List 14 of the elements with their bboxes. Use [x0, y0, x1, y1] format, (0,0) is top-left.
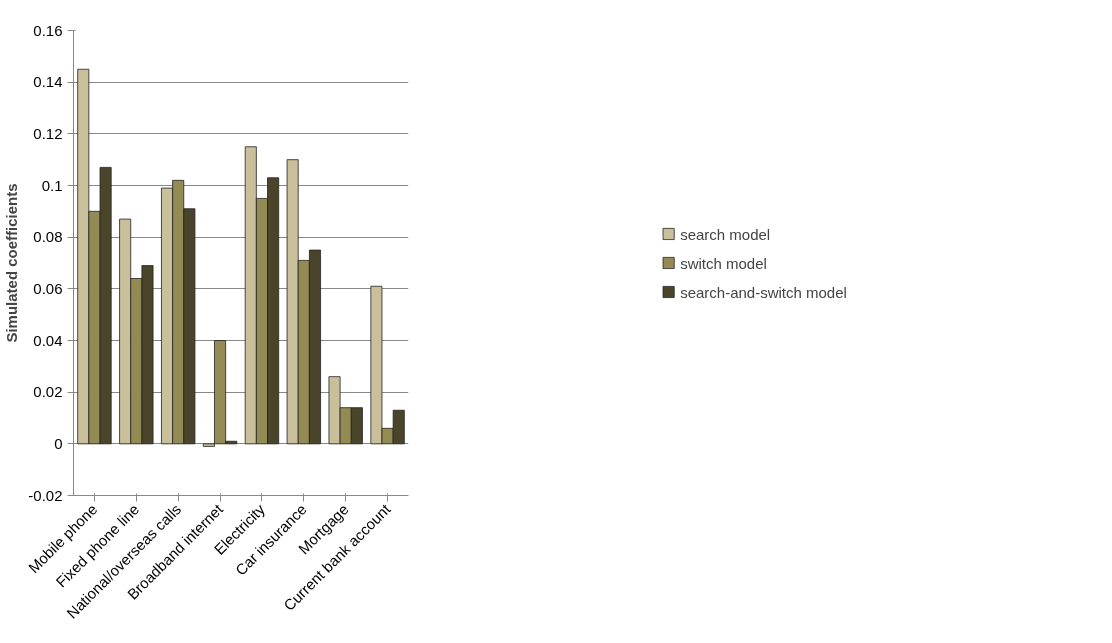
legend-label: search-and-switch model: [680, 283, 847, 300]
y-tick-label: 0.02: [33, 383, 63, 401]
y-tick-label: 0.12: [33, 124, 63, 142]
y-tick-label: 0.04: [33, 331, 63, 349]
y-axis-title: Simulated coefficients: [3, 183, 21, 343]
y-tick-label: 0.06: [33, 279, 63, 297]
y-tick-label: 0.1: [41, 176, 63, 194]
y-tick-label: 0.16: [33, 21, 63, 39]
legend-label: search model: [680, 225, 771, 242]
y-tick-label: 0.08: [33, 228, 63, 246]
y-tick-label: 0.14: [33, 73, 63, 91]
legend-label: switch model: [680, 254, 767, 271]
y-tick-label: 0: [54, 434, 63, 452]
y-tick-label: -0.02: [28, 486, 63, 504]
